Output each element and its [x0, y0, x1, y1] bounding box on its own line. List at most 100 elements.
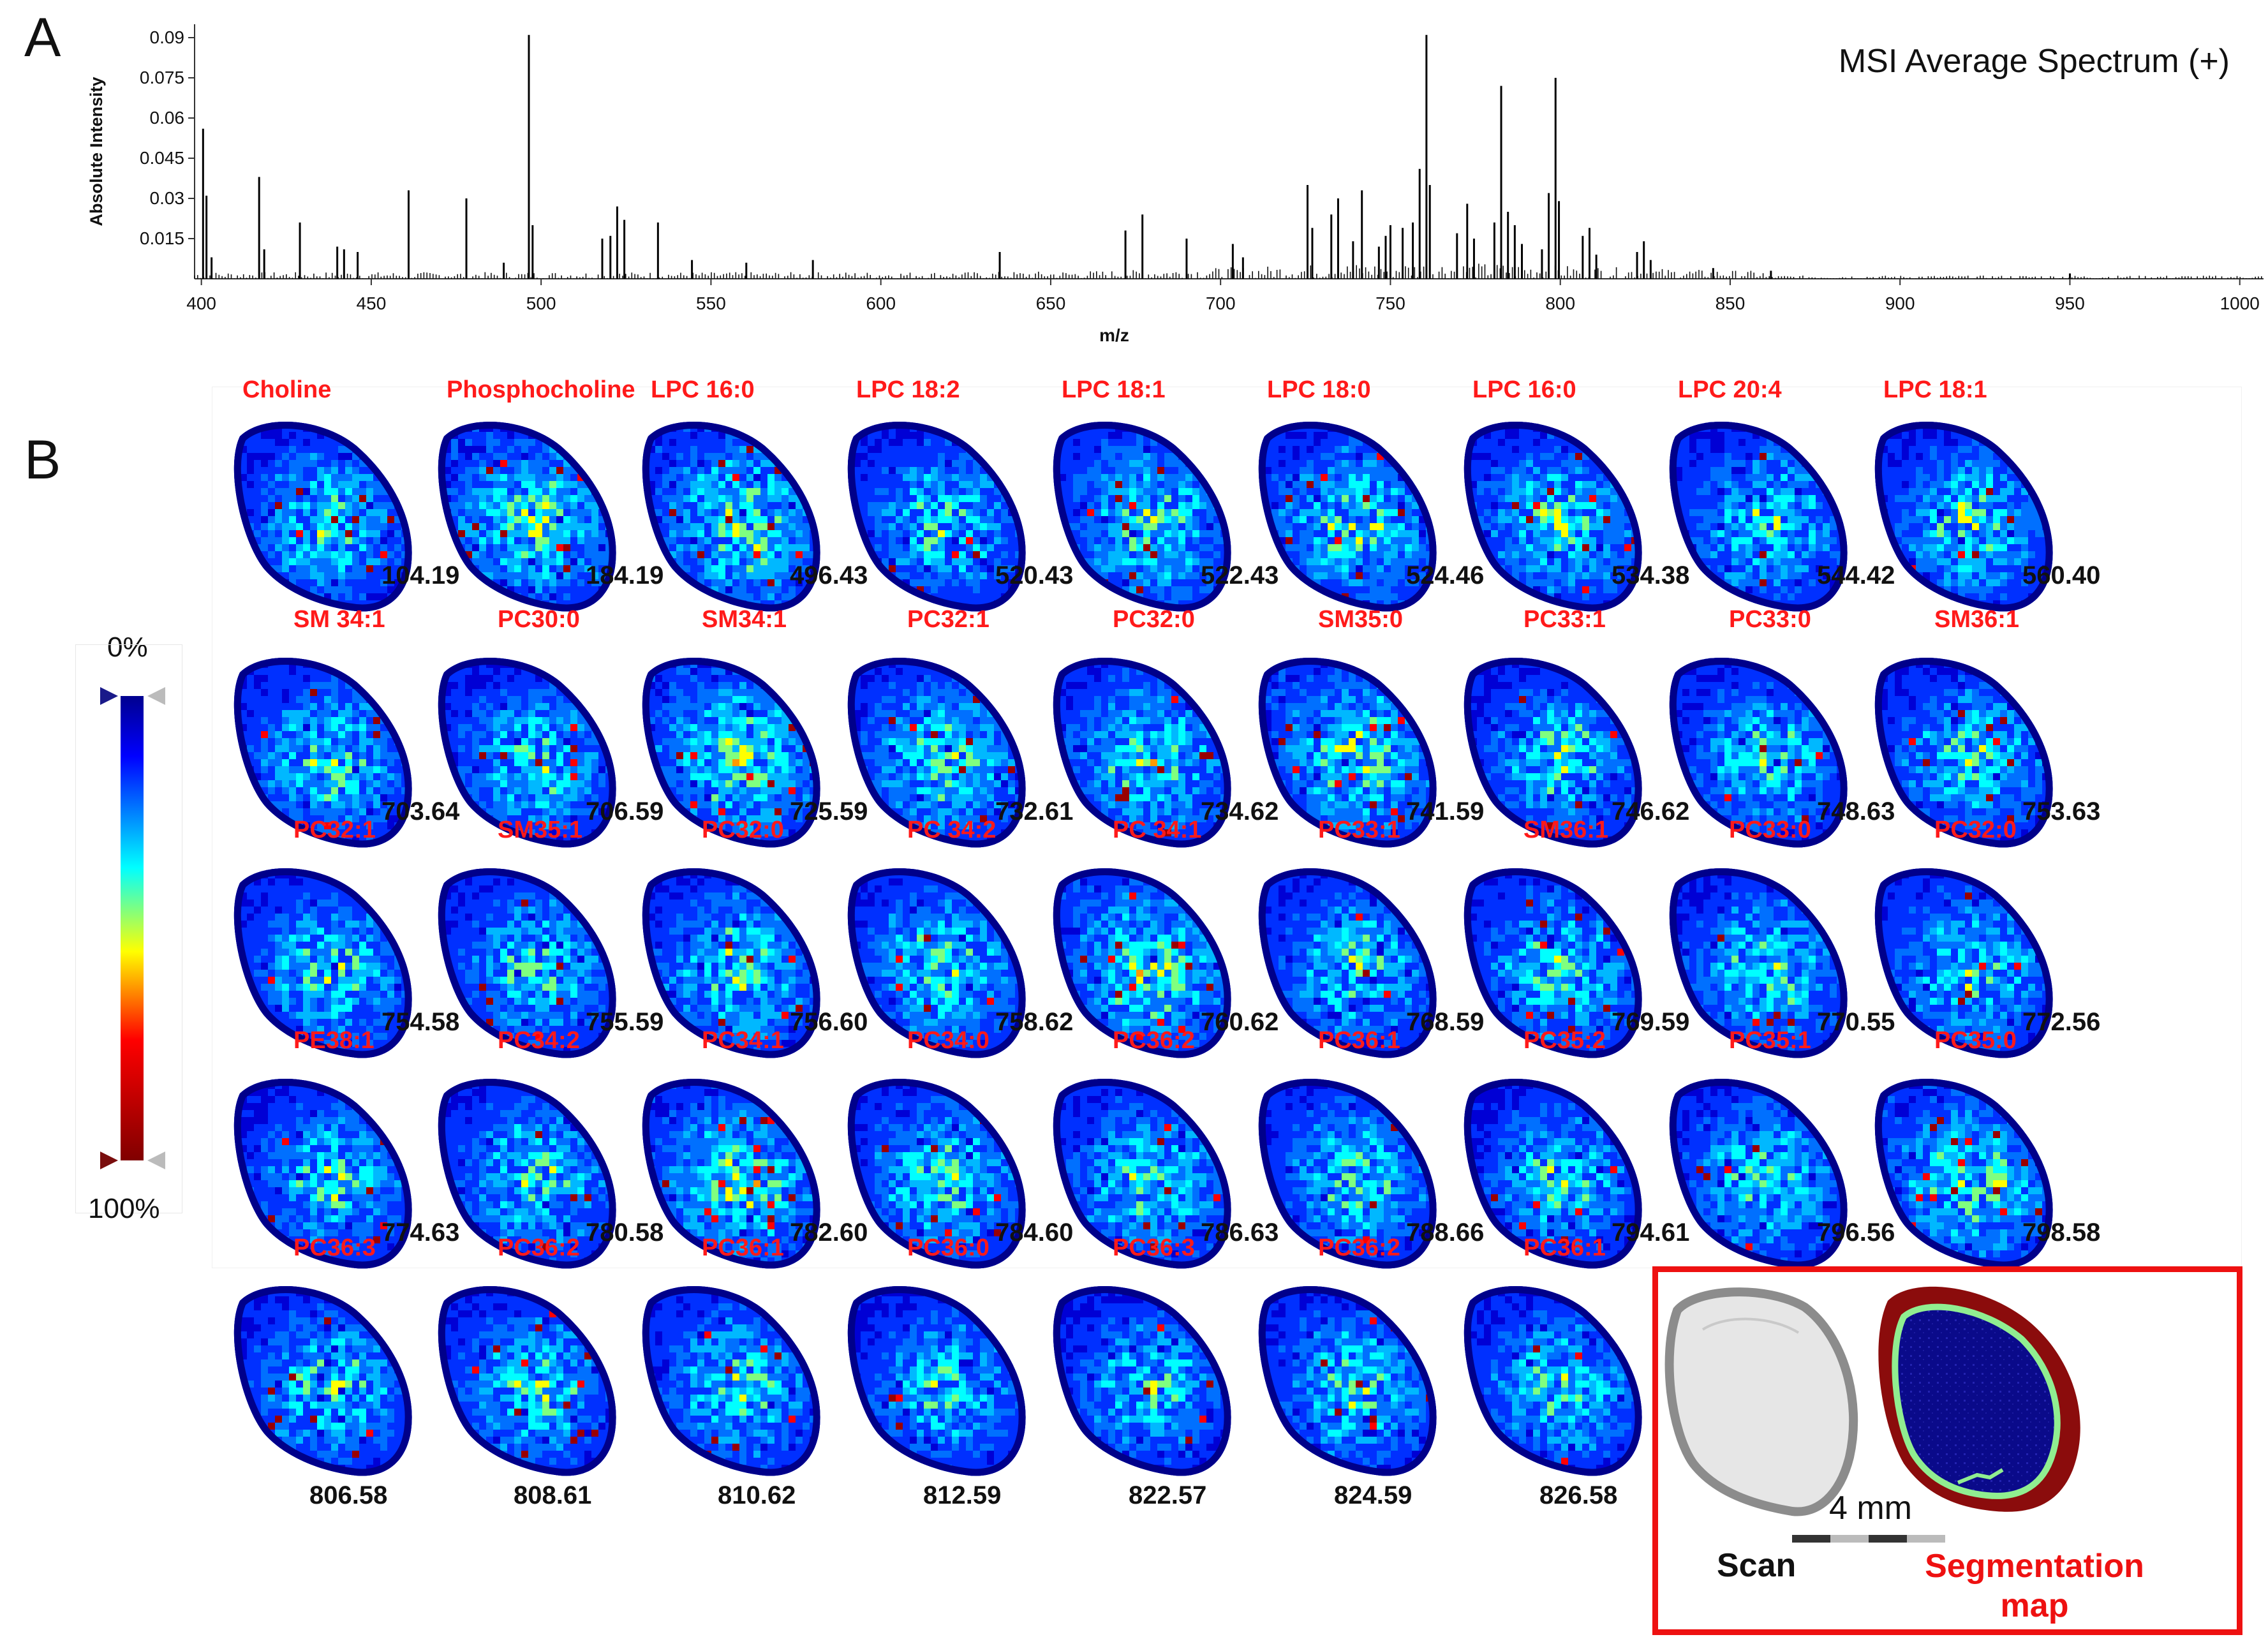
ion-image [1874, 868, 2053, 1058]
ion-image-mz: 772.56 [2022, 1008, 2100, 1037]
colorbar [100, 687, 165, 1169]
x-tick-label: 500 [526, 293, 556, 313]
ion-image-tile: LPC 18:2 520.43 [831, 376, 1073, 612]
ion-image-tile: PC32:1 732.61 [831, 606, 1073, 848]
ion-image-tile: PC36:1 826.58 [1447, 1234, 1654, 1509]
ion-image-tile: PC33:1 768.59 [1241, 817, 1484, 1058]
ion-image-label: PC32:0 [1113, 606, 1195, 633]
ion-image-label: PC33:0 [1729, 817, 1811, 844]
ion-image-label: PC36:3 [293, 1234, 376, 1262]
ion-image-tile: PC36:1 810.62 [625, 1234, 832, 1509]
ion-image-label: LPC 20:4 [1678, 376, 1782, 404]
ion-image [233, 868, 412, 1058]
colorbar-bottom-handle-icon[interactable] [100, 1152, 118, 1169]
ion-image-mz: 768.59 [1406, 1008, 1484, 1037]
ion-image [438, 422, 616, 612]
ion-image [1258, 422, 1437, 612]
ion-image [642, 422, 820, 612]
ion-image-mz: 760.62 [1201, 1008, 1279, 1037]
colorbar-top-label: 0% [107, 632, 148, 663]
ion-image [1874, 422, 2053, 612]
ion-image-mz: 770.55 [1817, 1008, 1895, 1037]
ion-image-label: PC36:3 [1113, 1234, 1195, 1262]
ion-image-mz: 741.59 [1406, 797, 1484, 826]
ion-image [438, 1079, 616, 1269]
ion-image-mz: 788.66 [1406, 1218, 1484, 1247]
ion-image-label: PC34:0 [907, 1027, 989, 1055]
scale-bar [1792, 1535, 1945, 1543]
ion-image-label: LPC 18:1 [1062, 376, 1166, 404]
ion-image [233, 1079, 412, 1269]
segmentation-inset: 4 mm Scan Segmentation map [1652, 1266, 2242, 1635]
ion-image-label: SM34:1 [702, 606, 787, 633]
ion-image-tile: Choline 104.19 [217, 376, 459, 612]
ion-image-tile: LPC 16:0 534.38 [1447, 376, 1689, 612]
ion-image-mz: 826.58 [1539, 1481, 1617, 1510]
ion-image [1669, 1079, 1848, 1269]
ion-image-label: LPC 18:2 [856, 376, 960, 404]
ion-image [1464, 1286, 1642, 1476]
ion-image-mz: 746.62 [1612, 797, 1689, 826]
ion-image-mz: 734.62 [1201, 797, 1279, 826]
ion-image-tile: PC36:3 806.58 [217, 1234, 424, 1509]
ion-image-tile: SM35:0 741.59 [1241, 606, 1484, 848]
ion-image-label: Choline [242, 376, 331, 404]
ion-image-label: PC35:0 [1934, 1027, 2017, 1055]
ion-image-mz: 755.59 [586, 1008, 663, 1037]
ion-image [1669, 422, 1848, 612]
x-tick-label: 950 [2055, 293, 2085, 313]
ion-image-mz: 786.63 [1201, 1218, 1279, 1247]
ion-image-tile: SM 34:1 703.64 [217, 606, 459, 848]
ion-image-label: PC36:1 [702, 1234, 784, 1262]
ion-image-mz: 780.58 [586, 1218, 663, 1247]
x-tick-label: 1000 [2220, 293, 2260, 313]
ion-image-label: SM 34:1 [293, 606, 385, 633]
ion-image-label: PC36:1 [1523, 1234, 1606, 1262]
ion-image-tile: PC33:0 770.55 [1652, 817, 1895, 1058]
ion-image [847, 422, 1026, 612]
y-tick-label: 0.045 [140, 148, 184, 168]
ion-image [233, 422, 412, 612]
ion-image-mz: 774.63 [382, 1218, 459, 1247]
ion-image [847, 868, 1026, 1058]
colorbar-top-handle-right-icon [147, 687, 165, 705]
ion-image [1258, 868, 1437, 1058]
y-tick-label: 0.06 [150, 108, 185, 128]
x-tick-label: 650 [1036, 293, 1066, 313]
ion-image [642, 868, 820, 1058]
scale-label: 4 mm [1829, 1489, 1912, 1527]
ion-image-label: PC 34:2 [907, 817, 996, 844]
ion-image-label: PC32:1 [907, 606, 989, 633]
ion-image-label: SM36:1 [1523, 817, 1608, 844]
colorbar-top-handle-icon[interactable] [100, 687, 118, 705]
ion-image-tile: PC36:2 808.61 [421, 1234, 628, 1509]
ion-image-label: PC36:2 [1318, 1234, 1400, 1262]
ion-image [1669, 658, 1848, 848]
ion-image-label: SM35:1 [498, 817, 582, 844]
ion-image-tile: SM35:1 755.59 [421, 817, 663, 1058]
panel-b-frame [212, 387, 2242, 1268]
ion-image-mz: 798.58 [2022, 1218, 2100, 1247]
ion-image-label: PC35:2 [1523, 1027, 1606, 1055]
ion-image-label: PC30:0 [498, 606, 580, 633]
y-tick-label: 0.09 [150, 27, 185, 47]
ion-image-label: PC33:1 [1523, 606, 1606, 633]
ion-image-mz: 753.63 [2022, 797, 2100, 826]
ion-image-tile: PC36:2 824.59 [1241, 1234, 1448, 1509]
spectrum-chart: 0.015 0.03 0.045 0.06 0.075 0.09 400 450 500 550 6… [87, 24, 2264, 345]
x-axis-label: m/z [1099, 325, 1129, 345]
ion-image-mz: 725.59 [790, 797, 868, 826]
ion-image-tile: PC30:0 706.59 [421, 606, 663, 848]
x-tick-label: 800 [1545, 293, 1575, 313]
y-tick-label: 0.075 [140, 68, 184, 87]
ion-image-mz: 806.58 [309, 1481, 387, 1510]
panel-letter-b: B [24, 429, 61, 492]
ion-image-mz: 782.60 [790, 1218, 868, 1247]
ion-image-mz: 560.40 [2022, 561, 2100, 590]
ion-image-label: PC33:0 [1729, 606, 1811, 633]
ion-image-mz: 824.59 [1334, 1481, 1412, 1510]
y-axis-label: Absolute Intensity [87, 77, 106, 226]
ion-image-mz: 184.19 [586, 561, 663, 590]
ion-image-tile: SM34:1 725.59 [625, 606, 868, 848]
ion-image-tile: PC 34:1 760.62 [1036, 817, 1279, 1058]
